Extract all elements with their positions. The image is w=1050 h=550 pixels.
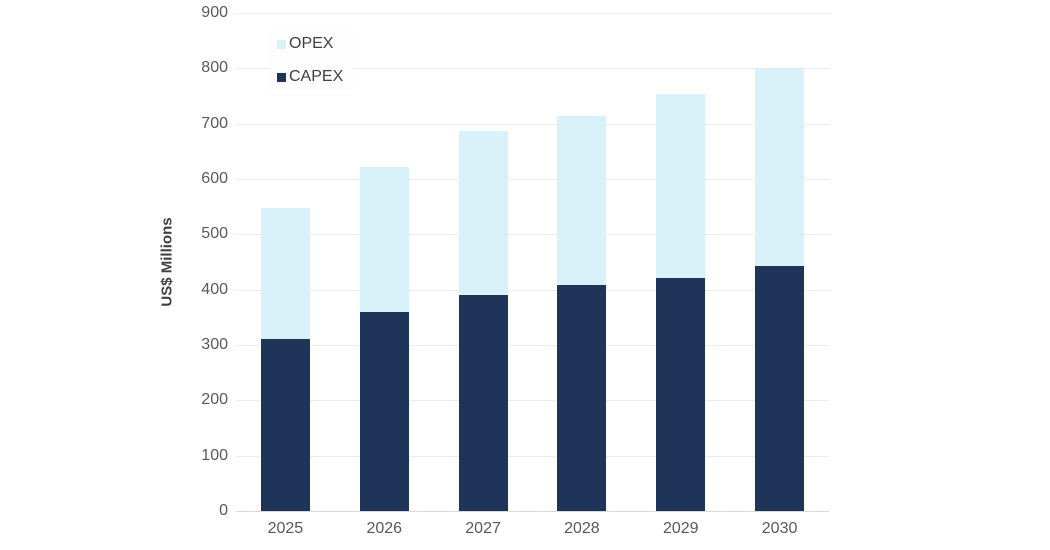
x-tick-label-2029: 2029 bbox=[662, 520, 699, 537]
bar-segment-opex-2027 bbox=[458, 130, 508, 296]
y-tick-label-900: 900 bbox=[201, 4, 228, 21]
y-tick-label-0: 0 bbox=[219, 502, 228, 519]
y-tick-label-100: 100 bbox=[201, 446, 228, 464]
gridline-200 bbox=[236, 400, 829, 402]
y-tick-label-300: 300 bbox=[201, 336, 228, 353]
bar-2029 bbox=[656, 94, 706, 511]
bar-segment-opex-2029 bbox=[656, 94, 706, 279]
legend-label-opex: OPEX bbox=[289, 35, 334, 52]
legend-label-capex: CAPEX bbox=[289, 68, 344, 85]
x-tick-label-2027: 2027 bbox=[465, 520, 501, 537]
y-tick-label-200: 200 bbox=[201, 391, 228, 409]
bar-segment-opex-2030 bbox=[755, 68, 805, 266]
legend-swatch-capex bbox=[277, 72, 286, 82]
gridline-500 bbox=[236, 234, 829, 236]
gridline-800 bbox=[236, 68, 829, 70]
x-tick-label-2028: 2028 bbox=[564, 520, 600, 537]
legend-item-capex: CAPEX bbox=[277, 69, 343, 85]
gridline-300 bbox=[236, 345, 829, 346]
bar-segment-opex-2025 bbox=[260, 208, 310, 339]
y-tick-label-600: 600 bbox=[201, 170, 228, 187]
bars-layer bbox=[236, 13, 829, 511]
y-tick-label-800: 800 bbox=[201, 59, 228, 77]
bar-2025 bbox=[260, 208, 310, 511]
plot-area bbox=[236, 13, 829, 512]
bar-segment-opex-2026 bbox=[359, 166, 409, 312]
bar-segment-capex-2027 bbox=[458, 295, 508, 511]
x-tick-label-2026: 2026 bbox=[366, 520, 403, 537]
gridline-900 bbox=[236, 13, 829, 14]
bar-segment-opex-2028 bbox=[557, 116, 607, 286]
gridline-400 bbox=[236, 289, 829, 291]
bar-2026 bbox=[359, 166, 409, 511]
bar-segment-capex-2030 bbox=[755, 265, 805, 511]
y-tick-label-500: 500 bbox=[201, 225, 228, 243]
bar-segment-capex-2029 bbox=[656, 278, 706, 511]
bar-2027 bbox=[458, 130, 508, 511]
y-axis-tick-labels: 0 100 200 300 400 500 600 700 800 900 bbox=[130, 5, 228, 519]
legend-item-opex: OPEX bbox=[277, 36, 343, 52]
x-axis-tick-labels: 2025 2026 2027 2028 2029 2030 bbox=[236, 520, 829, 544]
chart-legend: OPEX CAPEX bbox=[269, 30, 354, 91]
x-axis-line bbox=[236, 511, 829, 512]
bar-segment-capex-2028 bbox=[557, 285, 607, 511]
gridline-100 bbox=[236, 455, 829, 457]
bar-2028 bbox=[557, 116, 607, 511]
legend-swatch-opex bbox=[277, 39, 286, 49]
bar-segment-capex-2026 bbox=[359, 311, 409, 511]
y-tick-label-700: 700 bbox=[201, 114, 228, 132]
gridline-600 bbox=[236, 179, 829, 180]
x-tick-label-2025: 2025 bbox=[267, 520, 304, 537]
y-tick-label-400: 400 bbox=[201, 280, 228, 298]
bar-segment-capex-2025 bbox=[260, 338, 310, 511]
x-tick-label-2030: 2030 bbox=[761, 520, 798, 537]
bar-2030 bbox=[755, 68, 805, 511]
gridline-700 bbox=[236, 123, 829, 125]
